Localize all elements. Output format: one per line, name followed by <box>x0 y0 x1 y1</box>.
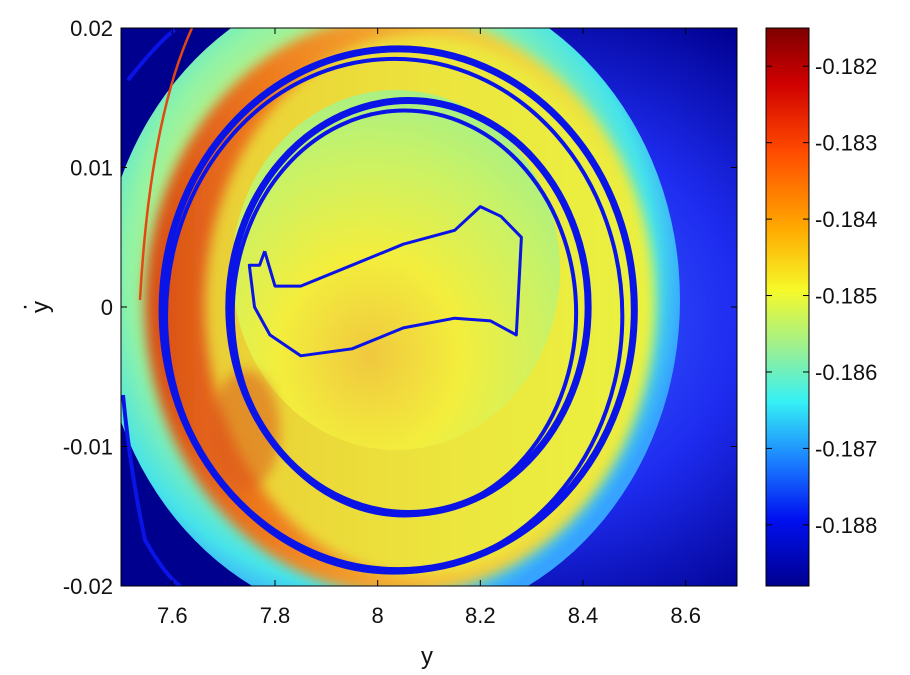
colorbar-tick-label: -0.186 <box>815 360 877 385</box>
edge-curve-bottom <box>121 394 182 586</box>
orbit-curve-loop <box>247 205 523 358</box>
orbit-curve-1-inner <box>164 56 625 575</box>
colorbar-tick-label: -0.188 <box>815 513 877 538</box>
y-tick-label: 0.01 <box>70 156 113 181</box>
y-axis-label-dot: · <box>11 303 38 311</box>
y-axis-label: y <box>27 301 54 313</box>
axis-ticks: 7.6 7.8 8 8.2 8.4 8.6 0.02 0.01 0 -0.01 -0.02 <box>63 16 737 628</box>
colorbar <box>765 27 810 587</box>
inner-disc-region <box>232 90 560 450</box>
colorbar-tick-label: -0.183 <box>815 131 877 156</box>
orbit-curve-2-inner <box>230 108 579 518</box>
y-tick-label: -0.02 <box>63 574 113 599</box>
colorbar-ticks: -0.182 -0.183 -0.184 -0.185 -0.186 -0.187 -0.1… <box>766 54 877 538</box>
x-tick-label: 8.6 <box>670 603 701 628</box>
orbit-curves <box>158 45 638 575</box>
x-tick-label: 8 <box>372 603 384 628</box>
y-tick-label: -0.01 <box>63 435 113 460</box>
edge-curve-red <box>138 28 194 301</box>
y-axis-label-group: y · <box>11 301 54 313</box>
crescent-shading <box>210 370 280 490</box>
x-tick-label: 8.2 <box>465 603 496 628</box>
x-tick-label: 7.6 <box>157 603 188 628</box>
y-tick-label: 0 <box>101 295 113 320</box>
colorbar-tick-label: -0.187 <box>815 436 877 461</box>
y-tick-label: 0.02 <box>70 16 113 41</box>
x-axis-label: y <box>421 643 433 670</box>
x-tick-label: 7.8 <box>260 603 291 628</box>
x-tick-label: 8.4 <box>568 603 599 628</box>
colorbar-tick-label: -0.185 <box>815 284 877 309</box>
heatmap-area <box>121 28 737 586</box>
colorbar-tick-label: -0.184 <box>815 207 877 232</box>
colorbar-tick-label: -0.182 <box>815 54 877 79</box>
